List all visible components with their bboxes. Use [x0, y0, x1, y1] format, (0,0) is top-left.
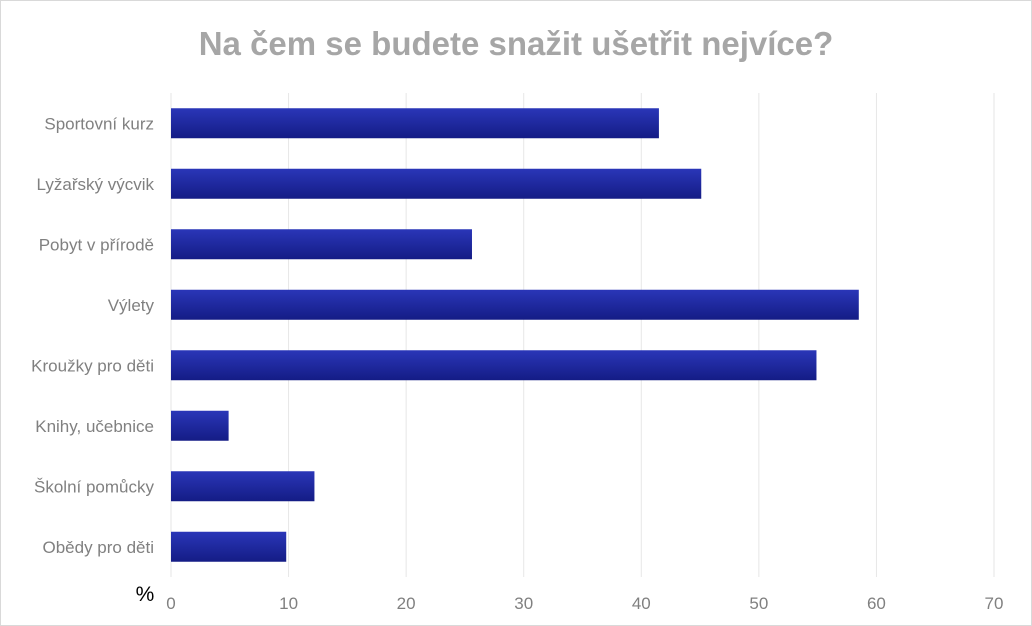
bar: [171, 350, 817, 381]
x-tick-label: 0: [166, 594, 175, 613]
x-axis-unit-label: %: [136, 583, 155, 606]
category-labels: Sportovní kurz Lyžařský výcvik Pobyt v pří…: [31, 114, 154, 557]
category-label: Sportovní kurz: [44, 114, 154, 133]
x-tick-label: 10: [279, 594, 298, 613]
x-tick-label: 30: [514, 594, 533, 613]
x-tick-label: 40: [632, 594, 651, 613]
bar: [171, 168, 702, 199]
x-tick-label: 60: [867, 594, 886, 613]
x-tick-label: 70: [985, 594, 1004, 613]
category-label: Knihy, učebnice: [35, 417, 154, 436]
x-axis-ticks: 0 10 20 30 40 50 60 70: [166, 594, 1003, 613]
category-label: Školní pomůcky: [34, 477, 154, 496]
bar: [171, 471, 315, 502]
bar: [171, 531, 287, 562]
category-label: Kroužky pro děti: [31, 356, 154, 375]
category-label: Lyžařský výcvik: [37, 175, 155, 194]
bar: [171, 410, 229, 441]
bar: [171, 229, 472, 260]
bars: [171, 108, 859, 562]
x-tick-label: 20: [397, 594, 416, 613]
category-label: Pobyt v přírodě: [39, 235, 154, 254]
bar: [171, 289, 859, 320]
chart-title: Na čem se budete snažit ušetřit nejvíce?: [198, 25, 834, 62]
category-label: Výlety: [108, 296, 155, 315]
gridlines: [170, 93, 995, 577]
x-tick-label: 50: [749, 594, 768, 613]
bar: [171, 108, 659, 139]
category-label: Obědy pro děti: [42, 538, 154, 557]
